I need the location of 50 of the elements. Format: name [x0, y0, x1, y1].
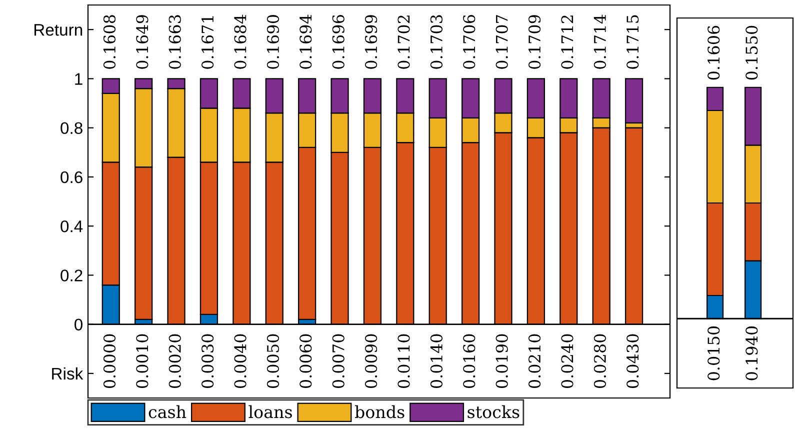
x-tick-label: 0.0430 [626, 334, 639, 388]
x-tick-label: 0.0050 [266, 334, 280, 388]
x-tick-label: 0.0070 [332, 334, 344, 388]
y-tick-label: 1 [75, 73, 82, 85]
annotation: 0.1702 [398, 16, 410, 69]
y-tick-label: Risk [52, 367, 84, 380]
annotation: 0.1696 [332, 15, 344, 69]
annotation: 0.1707 [496, 15, 508, 69]
legend-label: stocks [468, 405, 520, 418]
legend-label: loans [248, 405, 292, 418]
x-tick-label: 0.0020 [168, 334, 181, 388]
y-tick-label: 0 [74, 318, 82, 331]
annotation: 0.1671 [202, 16, 214, 69]
y-tick-label: 0.6 [60, 171, 82, 184]
annotation: 0.1649 [136, 15, 148, 69]
x-tick-label: 0.0030 [202, 334, 214, 388]
x-tick-label: 0.0150 [708, 326, 720, 380]
annotation: 0.1699 [365, 15, 378, 69]
y-tick-label: 0.8 [60, 122, 82, 134]
x-tick-label: 0.0140 [430, 334, 442, 388]
annotation: 0.1715 [626, 15, 639, 69]
x-tick-label: 0.0280 [594, 334, 606, 388]
y-tick-label: 0.2 [60, 270, 82, 282]
x-tick-label: 0.0110 [398, 334, 410, 388]
text: 0.1550 [746, 26, 758, 80]
annotation: 0.1608 [103, 15, 116, 69]
x-tick-label: 0.0240 [561, 334, 574, 388]
legend-label: bonds [354, 405, 404, 418]
annotation: 0.1714 [594, 14, 606, 69]
x-tick-label: 0.0160 [463, 334, 476, 388]
x-tick-label: 0.1940 [746, 326, 758, 380]
annotation: 0.1663 [168, 15, 181, 69]
annotation: 0.1703 [430, 15, 442, 69]
x-tick-label: 0.0000 [103, 334, 116, 388]
x-tick-label: 0.0190 [496, 334, 508, 388]
x-tick-label: 0.0090 [365, 334, 378, 388]
annotation: 0.1684 [234, 14, 246, 69]
y-tick-label: 0.4 [60, 220, 83, 232]
text: 0.1606 [708, 26, 720, 80]
annotation: 0.1709 [528, 15, 541, 69]
legend-label: cash [148, 405, 186, 418]
annotation: 0.1706 [463, 15, 476, 69]
x-tick-label: 0.0060 [300, 334, 312, 388]
annotation: 0.1690 [266, 15, 280, 69]
y-tick-label: Return [34, 24, 82, 36]
x-tick-label: 0.0210 [528, 334, 541, 388]
x-tick-label: 0.0040 [234, 334, 246, 388]
x-tick-label: 0.0010 [136, 334, 148, 388]
annotation: 0.1712 [561, 16, 574, 69]
annotation: 0.1694 [300, 14, 312, 69]
